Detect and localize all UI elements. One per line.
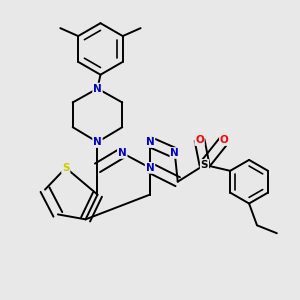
- Text: N: N: [146, 137, 154, 147]
- Text: N: N: [93, 137, 102, 147]
- Text: N: N: [146, 163, 154, 173]
- Text: N: N: [118, 148, 127, 158]
- Text: N: N: [93, 84, 102, 94]
- Text: S: S: [62, 163, 70, 173]
- Text: O: O: [195, 135, 204, 145]
- Text: O: O: [220, 135, 229, 145]
- Text: S: S: [201, 160, 208, 170]
- Text: N: N: [170, 148, 179, 158]
